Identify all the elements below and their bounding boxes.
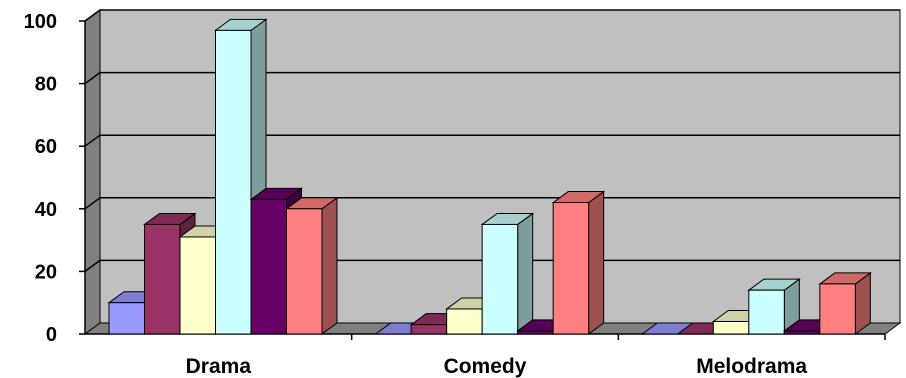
bar [213, 18, 268, 335]
gridline-side [84, 9, 101, 22]
bar-side [321, 196, 338, 335]
bar-front [179, 236, 216, 335]
bar [747, 278, 801, 335]
bars [107, 18, 872, 335]
bar [551, 190, 606, 335]
bar-front [748, 289, 785, 335]
x-category-label: Comedy [444, 355, 527, 378]
x-axis-categories: Drama Comedy Melodrama [186, 334, 886, 378]
y-tick-label: 100 [24, 11, 57, 33]
y-tick-label: 0 [46, 324, 57, 346]
bar-front [446, 308, 483, 335]
bar [818, 271, 872, 335]
gridline-side [84, 197, 101, 210]
y-tick-label: 60 [35, 136, 57, 158]
y-tick-label: 20 [35, 261, 57, 283]
bar-front [712, 320, 750, 335]
x-category-label: Melodrama [696, 355, 807, 378]
bar [249, 187, 304, 335]
bar-front [108, 302, 145, 335]
bar-front [410, 324, 448, 335]
gridline-side [84, 259, 101, 273]
bar-side [517, 212, 534, 335]
bar-front [250, 198, 287, 335]
bar [284, 196, 339, 335]
bar-front [144, 223, 181, 335]
gridline-side [84, 71, 101, 85]
bar-front [481, 223, 519, 335]
bar-front [783, 330, 821, 335]
x-category-label: Drama [186, 355, 252, 378]
bar-side [588, 190, 605, 335]
bar-front [286, 208, 323, 335]
gridline-side [84, 134, 101, 147]
bar-front [517, 330, 554, 335]
y-tick-label: 40 [35, 199, 57, 221]
bar [480, 212, 535, 335]
bar-front [819, 283, 856, 335]
bar-front [215, 29, 252, 335]
bar-front [552, 202, 590, 335]
y-tick-label: 80 [35, 74, 57, 96]
side-wall [84, 9, 101, 335]
